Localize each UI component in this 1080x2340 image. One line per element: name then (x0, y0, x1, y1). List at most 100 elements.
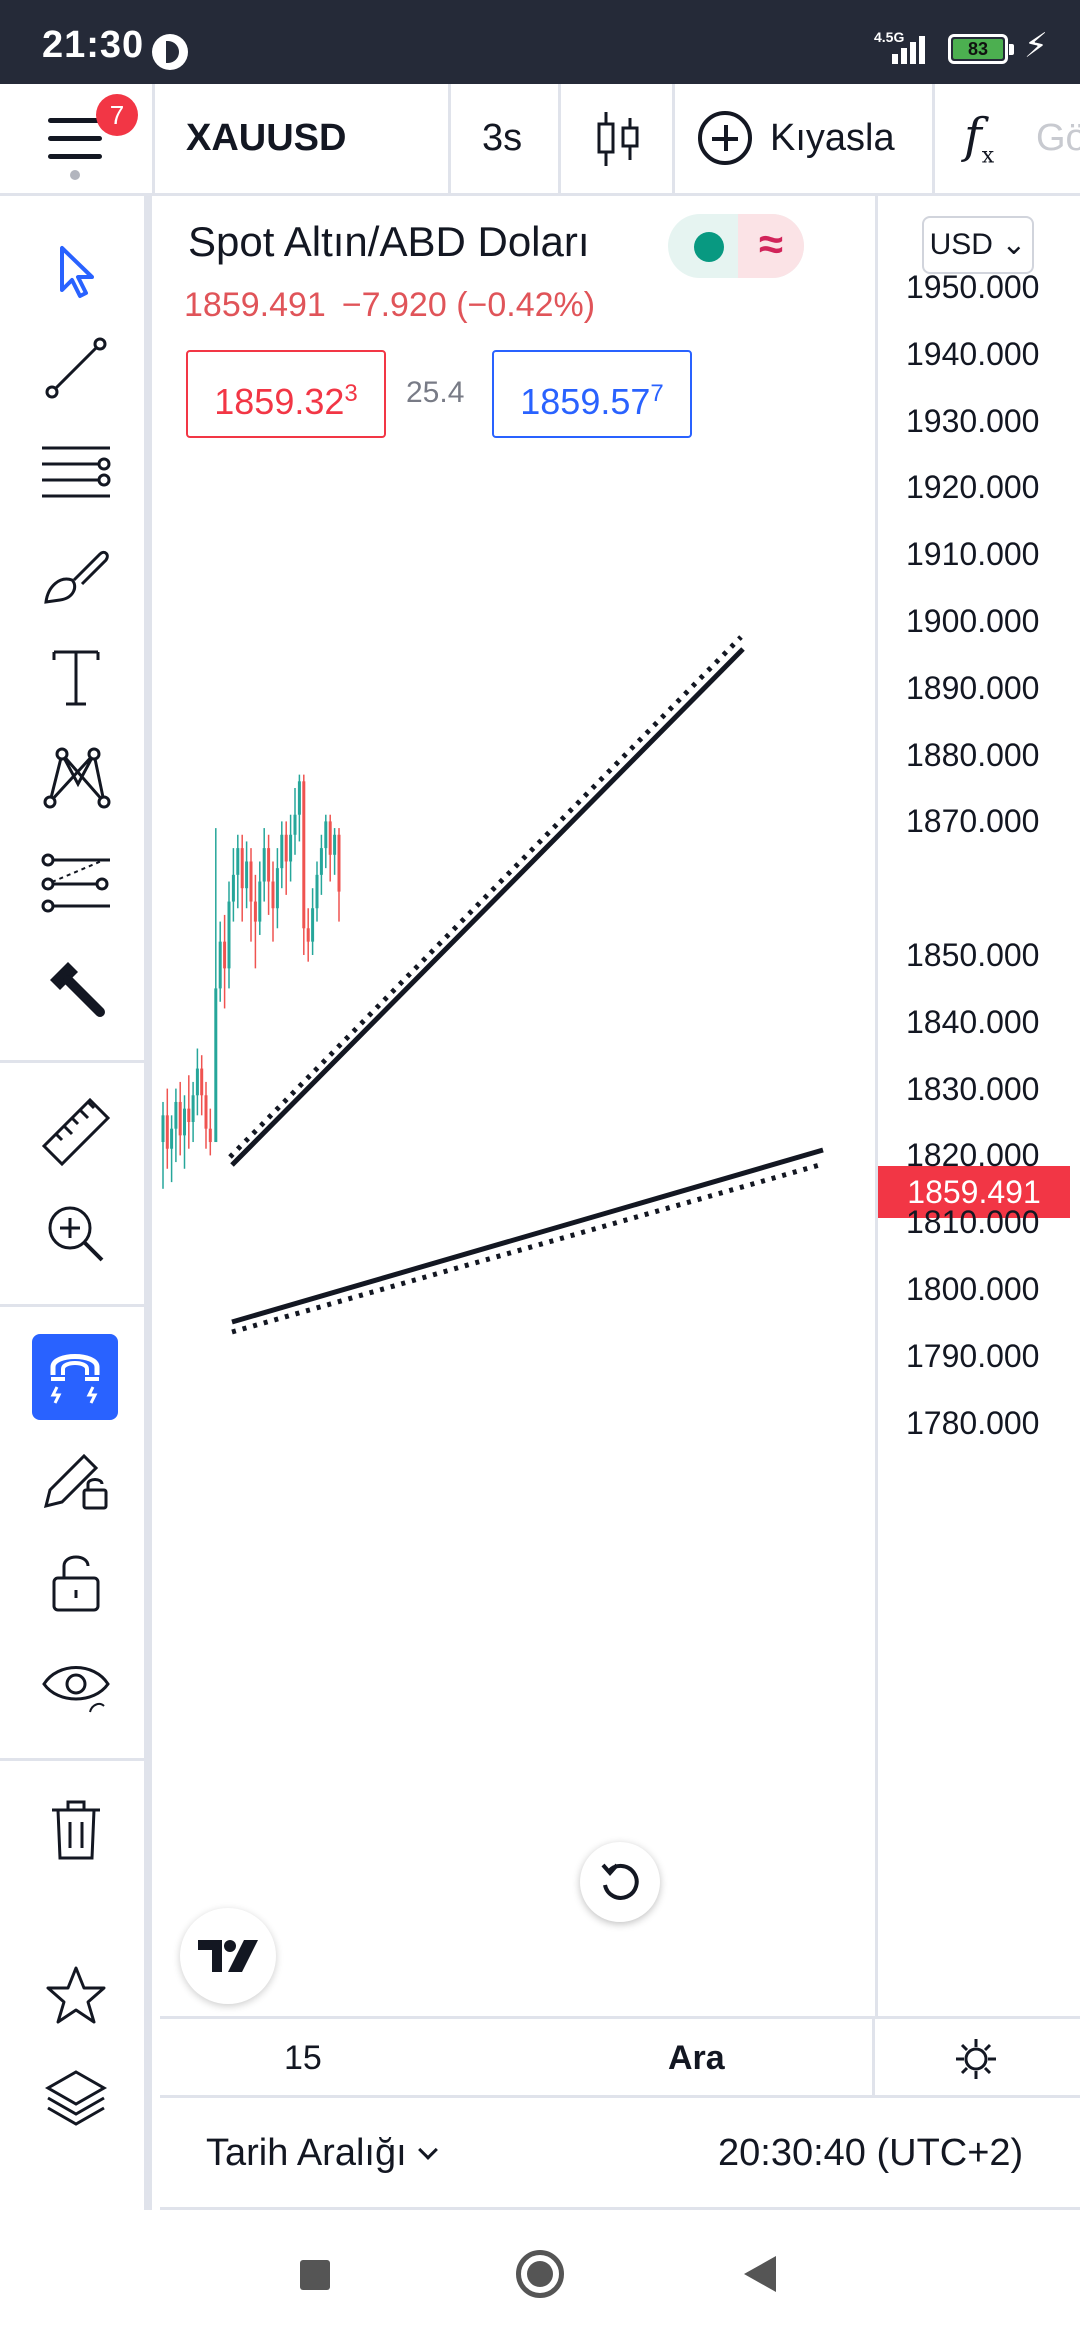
price-axis[interactable]: USD ⌄ 1859.491 1950.000 1940.000 1930.000 1… (875, 196, 1080, 2016)
compare-button[interactable]: Kıyasla (698, 108, 895, 168)
hammer-icon (50, 962, 105, 1017)
home-button[interactable] (516, 2250, 564, 2298)
indicators-fx-icon[interactable]: fx (964, 108, 995, 169)
top-toolbar: 7 XAUUSD 3s Kıyasla fx Gö (0, 84, 1080, 196)
market-status-toggle[interactable]: ≈ (668, 214, 804, 278)
favorites-button[interactable] (28, 1948, 124, 2044)
price-tick-label: 1840.000 (906, 1003, 1040, 1040)
sell-price-button[interactable]: 1859.323 (186, 350, 386, 438)
bottom-bar: Tarih Aralığı 20:30:40 (UTC+2) (160, 2098, 1080, 2210)
text-tool-button[interactable] (28, 628, 124, 724)
price-legend: 1859.491 −7.920 (−0.42%) (184, 286, 595, 325)
candle (174, 1088, 178, 1163)
forecast-tool-button[interactable] (28, 834, 124, 930)
toolbar-divider (152, 84, 155, 193)
lock-drawing-edit-button[interactable] (28, 1430, 124, 1526)
candle-body (200, 1068, 204, 1096)
tradingview-logo[interactable] (180, 1908, 276, 2004)
magnet-mode-button[interactable] (32, 1334, 118, 1420)
chart-type-candles-icon[interactable] (596, 110, 640, 168)
signal-icon (892, 34, 932, 64)
battery-level: 83 (953, 39, 1003, 59)
compare-label: Kıyasla (770, 116, 895, 159)
candle-body (223, 941, 227, 969)
date-range-label: Tarih Aralığı (206, 2132, 407, 2174)
back-button[interactable] (744, 2256, 776, 2292)
candle-body (165, 1115, 169, 1149)
candle (311, 888, 315, 955)
candle (315, 861, 319, 922)
approx-wave-icon: ≈ (738, 214, 804, 278)
candle-body (262, 848, 266, 882)
measure-tool-button[interactable] (28, 1084, 124, 1180)
horizontal-lines-icon (42, 446, 111, 498)
price-tick-label: 1890.000 (906, 669, 1040, 706)
price-tick-label: 1900.000 (906, 603, 1040, 639)
candle-body (240, 848, 244, 889)
fib-tool-button[interactable] (28, 422, 124, 518)
spread-value: 25.4 (406, 376, 465, 409)
recents-button[interactable] (300, 2260, 330, 2290)
chevron-down-icon (417, 2140, 438, 2160)
main-menu-button[interactable]: 7 (0, 84, 152, 193)
candle (195, 1048, 199, 1116)
date-range-dropdown[interactable]: Tarih Aralığı (206, 2132, 438, 2175)
candlestick-plot[interactable] (160, 196, 875, 2016)
candle (165, 1088, 169, 1169)
candle-body (191, 1095, 195, 1122)
range-label[interactable]: Ara (668, 2039, 725, 2077)
candle-body (227, 901, 231, 969)
candle-body (324, 821, 328, 849)
candle-body (204, 1095, 208, 1129)
candle (280, 821, 284, 889)
reset-chart-button[interactable] (580, 1842, 660, 1922)
currency-dropdown[interactable]: USD ⌄ (922, 216, 1034, 274)
price-tick-label: 1820.000 (906, 1137, 1040, 1174)
settings-gear-icon[interactable] (952, 2035, 1000, 2083)
candle-body (218, 941, 222, 989)
hide-drawings-button[interactable] (28, 1636, 124, 1732)
trend-line-icon (45, 337, 107, 399)
candle (231, 848, 235, 922)
pattern-tool-button[interactable] (28, 730, 124, 826)
symbol-search-button[interactable]: XAUUSD (186, 117, 347, 159)
candle (236, 834, 240, 909)
timezone-clock[interactable]: 20:30:40 (UTC+2) (718, 2132, 1024, 2174)
brush-tool-button[interactable] (28, 526, 124, 622)
zoom-tool-button[interactable] (28, 1186, 124, 1282)
charging-icon: ⚡ (1024, 27, 1048, 65)
battery-icon: 83 (948, 34, 1014, 64)
object-tree-button[interactable] (28, 2050, 124, 2146)
add-circle-icon (698, 111, 752, 165)
candle-body (236, 848, 240, 875)
interval-button[interactable]: 3s (482, 117, 523, 159)
time-axis[interactable]: 15 Ara (160, 2016, 1080, 2098)
candle-body (337, 834, 341, 892)
candle-body (280, 834, 284, 869)
candle-body (311, 908, 315, 942)
candle-body (267, 848, 271, 882)
buy-price-button[interactable]: 1859.577 (492, 350, 692, 438)
lock-all-button[interactable] (28, 1534, 124, 1630)
candle (262, 828, 266, 902)
sell-price-main: 1859.32 (214, 381, 345, 422)
icons-tool-button[interactable] (28, 940, 124, 1036)
toolbar-divider (558, 84, 561, 193)
unlock-icon (52, 1555, 100, 1612)
cursor-tool-button[interactable] (28, 222, 124, 318)
candle-body (271, 881, 275, 909)
menu-dot (70, 170, 80, 180)
candle-body (258, 881, 262, 922)
status-bar: 21:30 4.5G 83 ⚡ (0, 0, 1080, 84)
price-tick-label: 1800.000 (906, 1271, 1040, 1307)
candle (333, 828, 337, 875)
trash-icon (52, 1800, 100, 1860)
trend-line-tool-button[interactable] (28, 320, 124, 416)
chart-pane[interactable]: Spot Altın/ABD Doları ≈ 1859.491 −7.920 (… (160, 196, 875, 2016)
remove-drawings-button[interactable] (28, 1782, 124, 1878)
last-price-label: 1859.491 (878, 1166, 1070, 1218)
candle (161, 1101, 165, 1189)
candle (191, 1081, 195, 1143)
indicators-label[interactable]: Gö (1036, 117, 1080, 159)
candle-body (284, 834, 288, 862)
